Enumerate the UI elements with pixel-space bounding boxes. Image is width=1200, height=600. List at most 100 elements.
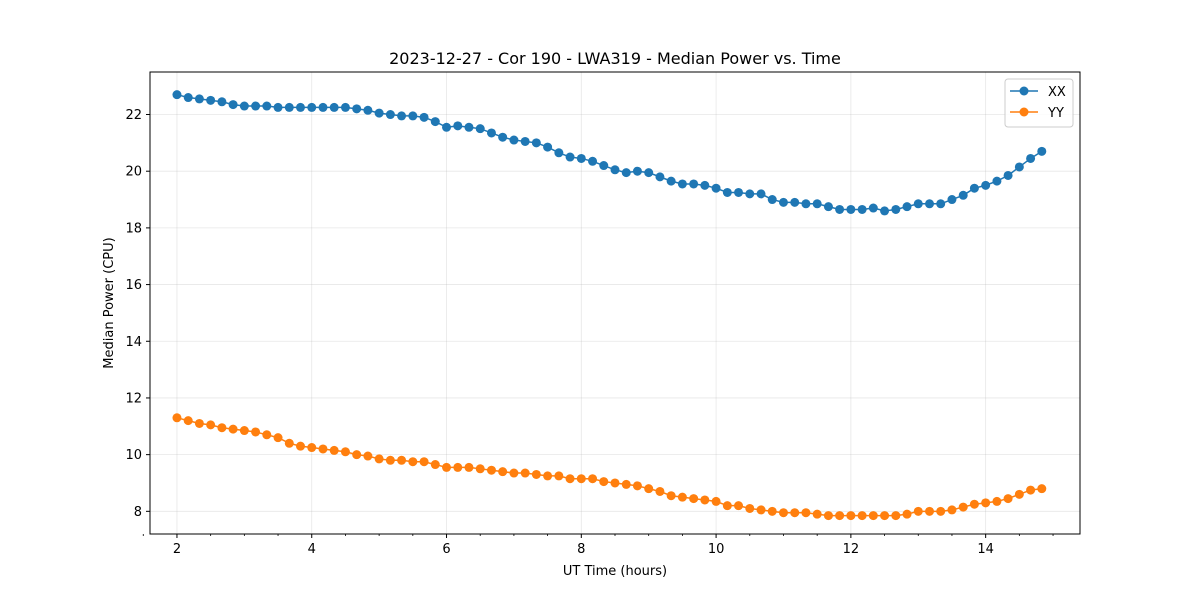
data-point-xx — [958, 190, 968, 200]
data-point-yy — [239, 426, 249, 436]
data-point-xx — [857, 204, 867, 214]
data-point-xx — [206, 95, 216, 105]
data-point-yy — [183, 416, 193, 426]
data-point-yy — [801, 508, 811, 518]
data-point-xx — [385, 110, 395, 120]
data-point-xx — [397, 111, 407, 121]
data-point-xx — [655, 172, 665, 182]
data-point-yy — [857, 511, 867, 521]
data-point-xx — [947, 195, 957, 205]
data-point-yy — [958, 502, 968, 512]
data-point-xx — [868, 203, 878, 213]
data-point-yy — [790, 508, 800, 518]
data-point-xx — [430, 117, 440, 127]
data-point-yy — [430, 460, 440, 470]
data-point-yy — [891, 511, 901, 521]
data-point-xx — [621, 168, 631, 178]
data-point-xx — [1003, 170, 1013, 180]
data-point-xx — [498, 132, 508, 142]
data-point-xx — [363, 105, 373, 115]
data-point-yy — [823, 511, 833, 521]
data-point-yy — [284, 438, 294, 448]
data-point-yy — [307, 443, 317, 453]
data-point-yy — [486, 465, 496, 475]
data-point-yy — [352, 450, 362, 460]
axes: 2 4 6 8 10 12 14 8 10 12 14 16 18 20 22 — [125, 108, 1054, 557]
data-point-xx — [217, 97, 227, 107]
data-point-xx — [554, 148, 564, 158]
y-tick-label: 12 — [125, 391, 142, 406]
data-point-yy — [543, 471, 553, 481]
data-point-xx — [531, 138, 541, 148]
data-point-xx — [576, 153, 586, 163]
data-point-yy — [498, 467, 508, 477]
data-point-yy — [172, 413, 182, 423]
data-point-xx — [464, 122, 474, 132]
data-point-xx — [565, 152, 575, 162]
data-point-xx — [936, 199, 946, 209]
data-point-xx — [194, 94, 204, 104]
data-point-yy — [340, 447, 350, 457]
data-point-xx — [778, 197, 788, 207]
data-point-yy — [520, 468, 530, 478]
legend-marker-yy — [1019, 107, 1029, 117]
data-point-yy — [576, 474, 586, 484]
data-point-yy — [206, 420, 216, 430]
data-point-yy — [408, 457, 418, 467]
data-point-yy — [1014, 489, 1024, 499]
chart-title: 2023-12-27 - Cor 190 - LWA319 - Median P… — [389, 49, 841, 68]
data-point-yy — [318, 444, 328, 454]
data-point-xx — [318, 102, 328, 112]
data-point-xx — [307, 102, 317, 112]
legend-marker-xx — [1019, 86, 1029, 96]
data-point-xx — [284, 102, 294, 112]
legend: XX YY — [1004, 78, 1074, 128]
data-point-yy — [925, 506, 935, 516]
data-point-yy — [228, 424, 238, 434]
x-tick-label: 10 — [708, 542, 725, 557]
data-point-yy — [1037, 484, 1047, 494]
y-tick-label: 8 — [134, 505, 142, 520]
x-tick-label: 12 — [843, 542, 860, 557]
data-point-xx — [453, 121, 463, 131]
y-tick-label: 22 — [125, 108, 142, 123]
data-point-xx — [509, 135, 519, 145]
data-point-xx — [374, 108, 384, 118]
y-tick-label: 18 — [125, 221, 142, 236]
data-point-yy — [992, 496, 1002, 506]
data-point-yy — [913, 506, 923, 516]
data-point-xx — [486, 128, 496, 138]
data-point-yy — [745, 503, 755, 513]
data-point-xx — [610, 165, 620, 175]
data-point-yy — [868, 511, 878, 521]
data-point-yy — [217, 423, 227, 433]
data-point-xx — [722, 187, 732, 197]
data-point-yy — [632, 481, 642, 491]
data-point-yy — [442, 462, 452, 472]
data-point-yy — [554, 471, 564, 481]
data-point-xx — [632, 166, 642, 176]
data-point-yy — [655, 486, 665, 496]
data-point-yy — [262, 430, 272, 440]
data-point-yy — [666, 491, 676, 501]
data-point-yy — [599, 477, 609, 487]
data-point-xx — [520, 136, 530, 146]
legend-label-xx: XX — [1048, 85, 1066, 100]
data-point-xx — [228, 100, 238, 110]
data-point-yy — [711, 496, 721, 506]
x-tick-label: 2 — [173, 542, 181, 557]
data-point-yy — [700, 495, 710, 505]
data-point-xx — [891, 204, 901, 214]
data-point-yy — [880, 511, 890, 521]
x-axis-label: UT Time (hours) — [563, 564, 667, 579]
data-point-xx — [475, 124, 485, 134]
x-tick-label: 4 — [308, 542, 316, 557]
data-point-xx — [1014, 162, 1024, 172]
data-point-xx — [902, 202, 912, 212]
data-point-xx — [992, 176, 1002, 186]
series-layer — [172, 90, 1047, 521]
data-point-yy — [475, 464, 485, 474]
data-point-xx — [823, 202, 833, 212]
data-point-xx — [880, 206, 890, 216]
data-point-xx — [1037, 146, 1047, 156]
